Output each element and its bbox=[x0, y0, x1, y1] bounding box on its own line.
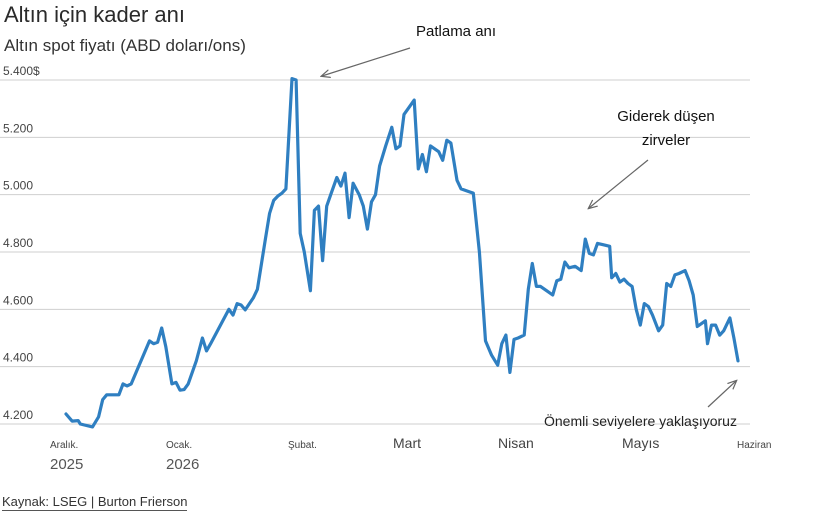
series-line-0 bbox=[64, 77, 740, 429]
x-tick-label: Mart bbox=[393, 435, 421, 451]
source-note: Kaynak: LSEG | Burton Frierson bbox=[2, 494, 188, 511]
gridlines bbox=[0, 79, 750, 425]
y-axis-ticks: 5.400$ 5.200 5.000 4.800 4.600 4.400 4.200 bbox=[3, 64, 40, 422]
x-axis-ticks: Aralık. 2025 Ocak. 2026 Şubat. Mart Nisan Mayıs… bbox=[50, 435, 771, 473]
x-tick-label: Şubat. bbox=[288, 440, 317, 451]
y-tick-label: 5.200 bbox=[3, 121, 33, 135]
x-tick-label: Mayıs bbox=[622, 435, 659, 451]
annotation-text: zirveler bbox=[642, 132, 690, 149]
annotation-text: Patlama anı bbox=[416, 23, 496, 40]
x-tick-label: Aralık. bbox=[50, 440, 78, 451]
y-tick-label: 4.400 bbox=[3, 351, 33, 365]
series-group bbox=[64, 77, 740, 429]
y-tick-label: 4.200 bbox=[3, 408, 33, 422]
annotation-text: Giderek düşen bbox=[617, 108, 715, 125]
y-tick-label: 4.600 bbox=[3, 293, 33, 307]
y-tick-label: 4.800 bbox=[3, 236, 33, 250]
annotations: Patlama anı Giderek düşen zirveler Önemli s… bbox=[322, 23, 737, 429]
chart-title: Altın için kader anı bbox=[4, 2, 185, 27]
annotation-text: Önemli seviyelere yaklaşıyoruz bbox=[544, 412, 737, 429]
x-tick-year: 2026 bbox=[166, 456, 199, 473]
annotation-arrow bbox=[322, 47, 411, 76]
x-tick-label: Nisan bbox=[498, 435, 534, 451]
annotation-arrow bbox=[707, 381, 736, 408]
annotation-arrow bbox=[589, 159, 649, 208]
chart-subtitle: Altın spot fiyatı (ABD doları/ons) bbox=[4, 36, 246, 55]
x-tick-year: 2025 bbox=[50, 456, 83, 473]
y-tick-label: 5.000 bbox=[3, 179, 33, 193]
x-tick-label: Haziran bbox=[737, 440, 771, 451]
y-tick-label: 5.400$ bbox=[3, 64, 40, 78]
x-tick-label: Ocak. bbox=[166, 440, 192, 451]
